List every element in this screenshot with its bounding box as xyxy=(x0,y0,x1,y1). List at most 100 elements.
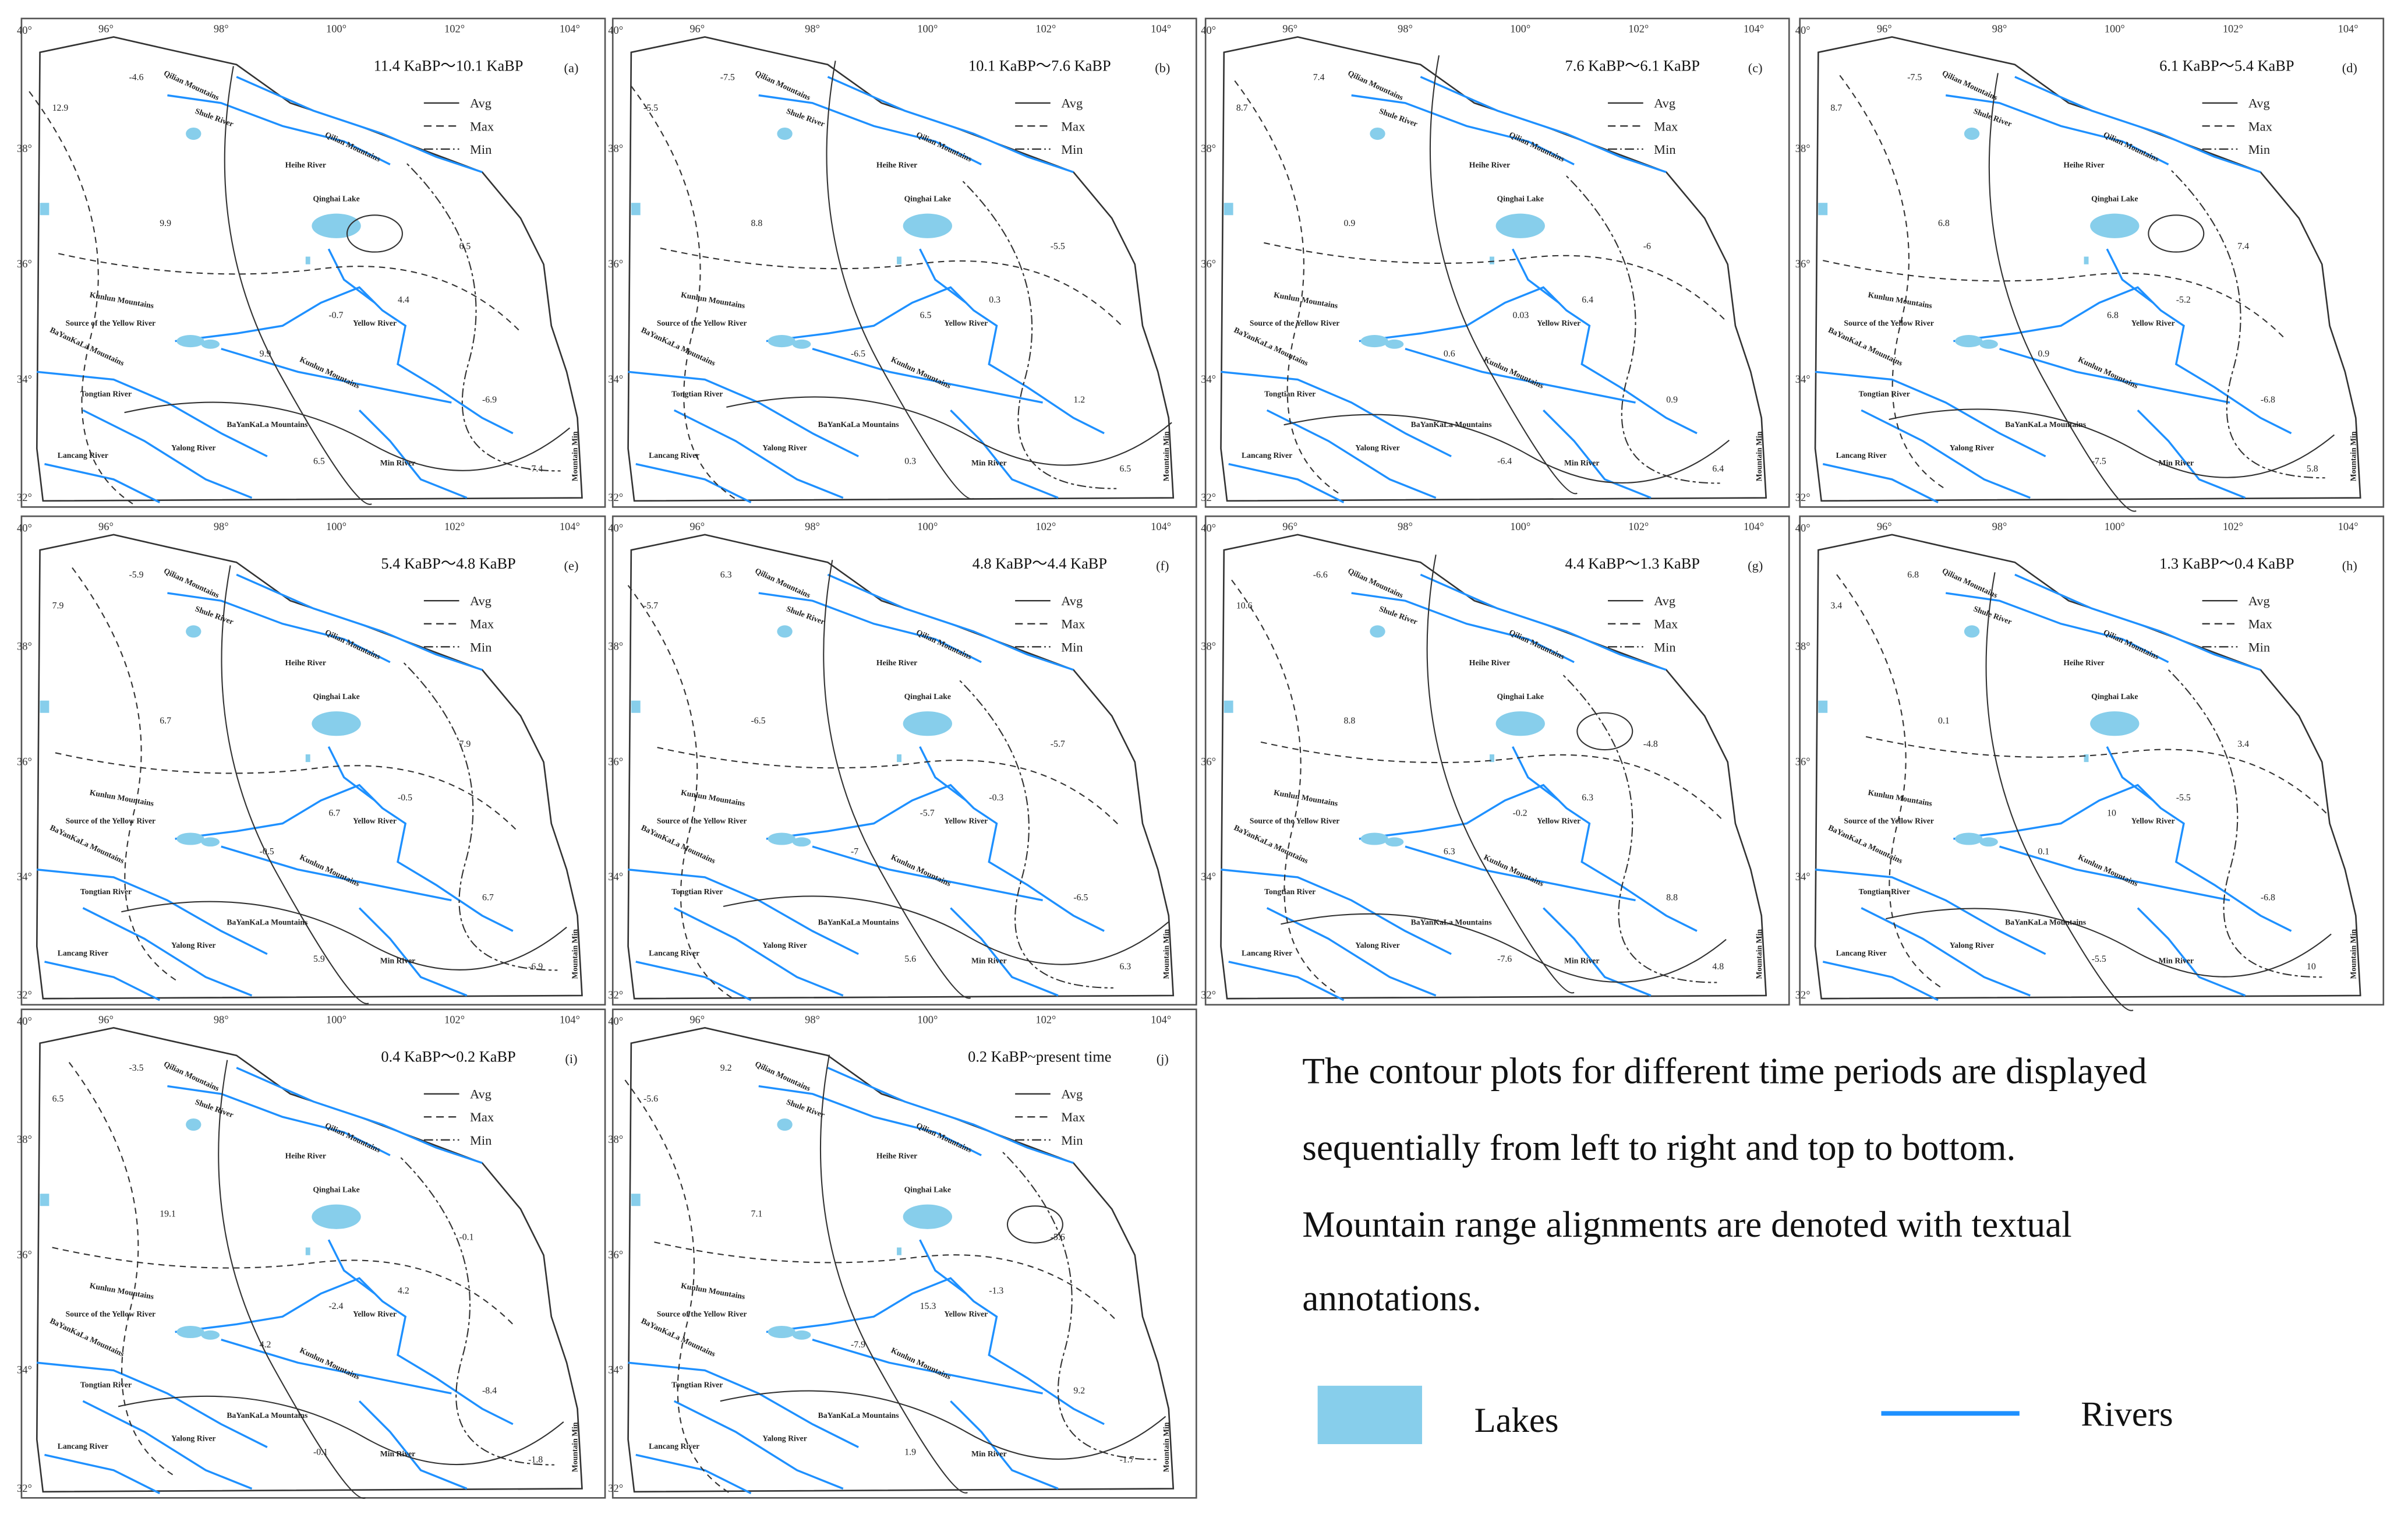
place-name: Lancang River xyxy=(58,948,108,957)
contour-label: 6.5 xyxy=(1119,464,1131,474)
contour-line xyxy=(819,1054,968,1494)
contour-label: -8.4 xyxy=(482,1386,497,1396)
contour-line xyxy=(2171,170,2325,479)
lon-tick-label: 98° xyxy=(805,23,820,35)
contour-label: 4.8 xyxy=(1712,962,1724,972)
contour-label: -7.5 xyxy=(720,72,735,82)
lat-tick-label: 40° xyxy=(1795,24,1811,36)
map-panel: 96° 98° 100° 102° 104°40°38°36°34°32°Qilian … xyxy=(1795,17,2385,512)
contour-label: 8.7 xyxy=(1830,103,1842,113)
lat-tick-label: 32° xyxy=(608,492,623,503)
place-name: Mountain Min xyxy=(1755,929,1763,979)
contour-label: 9.2 xyxy=(1073,1386,1085,1396)
lon-tick-label: 96° xyxy=(98,1014,114,1025)
legend-label: Min xyxy=(1061,1133,1083,1148)
basemap xyxy=(20,1008,606,1499)
lon-tick-label: 96° xyxy=(98,521,114,532)
lon-tick-label: 100° xyxy=(917,521,938,532)
lon-tick-label: 98° xyxy=(214,521,229,532)
lon-tick-label: 102° xyxy=(444,1014,465,1025)
lon-tick-label: 98° xyxy=(1992,521,2007,532)
lat-tick-label: 36° xyxy=(17,1249,32,1261)
basemap xyxy=(1798,515,2385,1006)
lon-tick-label: 100° xyxy=(326,23,346,35)
contour-label: 0.1 xyxy=(1938,716,1950,726)
lon-tick-label: 102° xyxy=(1628,521,1649,532)
contour-label: 15.3 xyxy=(920,1301,936,1311)
panel-title: 1.3 KaBP～0.4 KaBP xyxy=(2159,555,2294,572)
lon-tick-label: 96° xyxy=(1282,23,1297,35)
panel-letter: (i) xyxy=(565,1051,577,1066)
contour-line xyxy=(1281,913,1727,983)
contour-label: -5.5 xyxy=(1051,241,1065,251)
place-name: Min River xyxy=(971,458,1007,467)
contour-line xyxy=(1865,736,2327,814)
lon-tick-label: 102° xyxy=(1035,23,1056,35)
place-name: Yellow River xyxy=(1537,817,1580,825)
place-name: Lancang River xyxy=(649,451,699,460)
contour-line xyxy=(406,163,561,472)
place-name: Tongtian River xyxy=(671,887,723,896)
contour-line xyxy=(121,901,567,971)
contour-label: -3.5 xyxy=(129,1063,144,1073)
panel-letter: (c) xyxy=(1748,61,1763,75)
panel-letter: (b) xyxy=(1155,61,1170,75)
lat-tick-label: 40° xyxy=(608,24,623,36)
place-name: Heihe River xyxy=(1469,658,1510,667)
contour-label: -5.9 xyxy=(129,570,144,580)
lon-tick-label: 100° xyxy=(1510,23,1530,35)
panel-title: 5.4 KaBP～4.8 KaBP xyxy=(381,555,515,572)
caption-line: Mountain range alignments are denoted wi… xyxy=(1302,1204,2072,1245)
contour-line xyxy=(2167,669,2322,978)
lat-tick-label: 34° xyxy=(17,373,32,385)
contour-line xyxy=(657,747,1119,825)
contour-lines xyxy=(1234,55,1730,496)
lon-tick-label: 98° xyxy=(214,23,229,35)
contour-lines xyxy=(1231,554,1727,996)
contour-label: 3.4 xyxy=(2237,739,2249,749)
legend-label: Avg xyxy=(1061,96,1083,111)
lat-tick-label: 36° xyxy=(17,756,32,767)
place-name: Min River xyxy=(380,1449,416,1458)
lat-tick-label: 32° xyxy=(1201,989,1216,1001)
panel-title: 6.1 KaBP～5.4 KaBP xyxy=(2159,57,2294,74)
lat-tick-label: 32° xyxy=(1795,492,1811,503)
contour-label: -6.4 xyxy=(1497,457,1512,467)
map-panel: 96° 98° 100° 102° 104°40°38°36°34°32°Qilian … xyxy=(17,17,606,509)
place-name: Tongtian River xyxy=(671,390,723,398)
contour-label: -5.5 xyxy=(643,103,658,113)
place-name: BaYanKaLa Mountains xyxy=(227,918,307,927)
place-name: BaYanKaLa Mountains xyxy=(818,420,899,429)
lat-tick-label: 34° xyxy=(608,373,623,385)
contour-label: -0.3 xyxy=(989,793,1003,803)
legend-label: Max xyxy=(470,1110,494,1124)
contour-label: 8.8 xyxy=(1343,716,1355,726)
place-name: BaYanKaLa Mountains xyxy=(818,1411,899,1420)
place-name: Qinghai Lake xyxy=(904,1185,951,1194)
place-name: Yellow River xyxy=(944,1310,988,1318)
place-name: Heihe River xyxy=(285,161,326,170)
basemap xyxy=(611,515,1198,1006)
lon-tick-label: 104° xyxy=(560,23,580,35)
contour-line xyxy=(1429,55,1578,495)
contour-line xyxy=(52,1247,514,1325)
contour-label: 6.3 xyxy=(1119,962,1131,972)
legend-label: Avg xyxy=(470,1087,491,1102)
contour-label: 5.6 xyxy=(904,954,916,964)
lon-tick-label: 96° xyxy=(689,23,705,35)
contour-line xyxy=(224,66,372,505)
lon-tick-label: 102° xyxy=(1035,1014,1056,1025)
lon-tick-label: 98° xyxy=(1398,23,1413,35)
contour-lines xyxy=(29,66,571,507)
contour-line xyxy=(2148,214,2205,253)
legend-label: Min xyxy=(1654,142,1675,157)
place-name: Yalong River xyxy=(1355,443,1400,452)
contour-label: -0.5 xyxy=(398,793,412,803)
map-panel: 96° 98° 100° 102° 104°40°38°36°34°32°Qilian … xyxy=(17,515,606,1006)
map-panel: 96° 98° 100° 102° 104°40°38°36°34°32°Qilian … xyxy=(608,515,1198,1006)
contour-label: 4.2 xyxy=(398,1286,409,1296)
lat-tick-label: 38° xyxy=(1795,641,1811,652)
lat-tick-label: 40° xyxy=(17,24,32,36)
contour-label: 0.9 xyxy=(1666,395,1678,405)
place-name: Qinghai Lake xyxy=(313,1185,359,1194)
